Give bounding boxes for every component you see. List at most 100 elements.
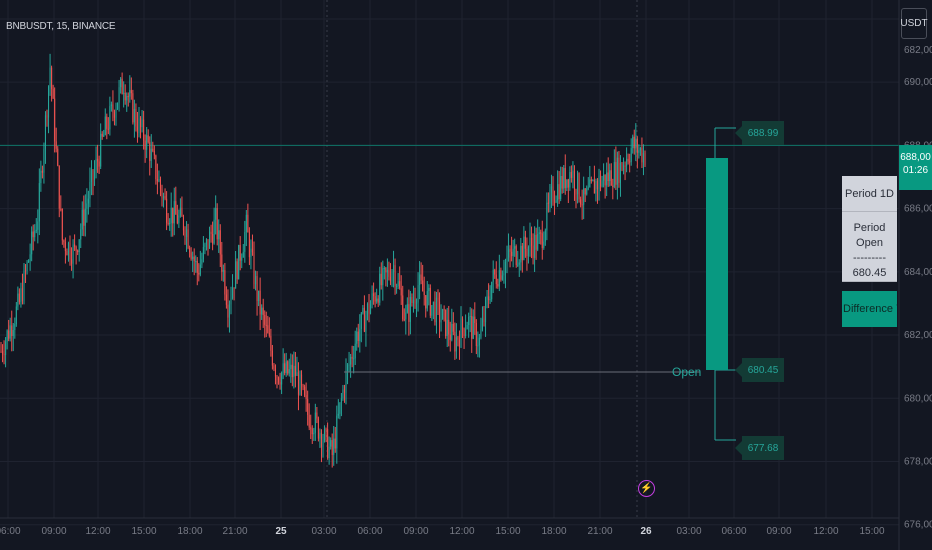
candle-body	[20, 288, 22, 303]
candle-body	[273, 365, 275, 369]
candle-body	[644, 153, 646, 166]
candle-body	[480, 329, 482, 338]
candle-body	[350, 356, 352, 365]
time-axis-label: 06:00	[0, 526, 21, 537]
candle-body	[146, 135, 148, 150]
candle-body	[463, 328, 465, 337]
candle-body	[233, 287, 235, 289]
candle-body	[509, 248, 511, 252]
candle-body	[17, 293, 19, 307]
candle-body	[360, 312, 362, 330]
candle-body	[161, 188, 163, 199]
candle-body	[198, 272, 200, 275]
currency-button[interactable]: USDT	[900, 8, 928, 39]
candle-body	[192, 256, 194, 260]
candle-body	[595, 181, 597, 194]
time-axis-label: 12:00	[449, 526, 474, 537]
price-axis-label: 690,00	[904, 77, 932, 88]
candle-body	[75, 246, 77, 251]
candle-body	[635, 138, 637, 149]
candle-body	[173, 201, 175, 224]
candle-body	[638, 150, 640, 153]
candle-body	[265, 324, 267, 326]
candle-body	[271, 350, 273, 366]
price-axis-label: 684,00	[904, 267, 932, 278]
candle-body	[110, 104, 112, 107]
candle-body	[43, 148, 45, 173]
candle-body	[478, 337, 480, 346]
candle-body	[304, 386, 306, 396]
candle-body	[109, 106, 111, 130]
candle-body	[12, 330, 14, 337]
candle-body	[26, 262, 28, 272]
candle-body	[130, 90, 132, 94]
candle-body	[488, 296, 490, 301]
last-price-tag: 688,00 01:26	[899, 145, 932, 190]
candle-body	[81, 209, 83, 230]
candle-body	[593, 180, 595, 194]
lightning-icon[interactable]: ⚡	[638, 480, 655, 497]
candle-body	[184, 230, 186, 238]
candle-body	[440, 319, 442, 323]
candle-body	[606, 172, 608, 186]
candle-body	[147, 135, 149, 143]
candle-body	[190, 252, 192, 260]
candle-body	[86, 203, 88, 209]
candle-body	[573, 170, 576, 190]
candle-body	[63, 240, 65, 243]
symbol-title[interactable]: BNBUSDT, 15, BINANCE	[6, 21, 116, 32]
candle-body	[70, 259, 73, 264]
candle-body	[323, 428, 326, 441]
candle-body	[24, 270, 27, 272]
candle-body	[308, 414, 310, 428]
candle-body	[29, 254, 31, 261]
candle-body	[504, 261, 507, 274]
candle-body	[251, 248, 254, 253]
candle-body	[221, 254, 223, 272]
period-open-separator: ---------	[853, 252, 886, 264]
candle-body	[225, 294, 227, 305]
candle-body	[612, 185, 614, 187]
candle-body	[518, 262, 520, 265]
candle-body	[389, 276, 392, 282]
candle-body	[23, 270, 25, 301]
candle-body	[264, 315, 266, 325]
time-axis-label: 21:00	[587, 526, 612, 537]
candle-body	[64, 242, 66, 252]
candle-body	[601, 180, 603, 187]
candle-body	[382, 268, 384, 286]
candle-body	[428, 287, 430, 292]
candle-body	[417, 285, 419, 303]
candle-body	[555, 200, 557, 203]
candle-body	[532, 245, 534, 258]
price-axis-label: 682,00	[904, 330, 932, 341]
candle-body	[537, 233, 539, 250]
candle-body	[446, 319, 448, 337]
candle-body	[570, 172, 572, 178]
candle-body	[607, 172, 609, 182]
candle-body	[561, 175, 563, 189]
candle-body	[231, 287, 234, 299]
candle-body	[101, 133, 103, 137]
candle-body	[514, 246, 516, 249]
candle-body	[391, 272, 393, 282]
candle-body	[530, 237, 533, 246]
candle-body	[586, 188, 588, 195]
candle-body	[409, 297, 411, 322]
candle-body	[222, 270, 224, 272]
candle-body	[385, 267, 387, 273]
candle-body	[396, 286, 398, 288]
candle-body	[503, 273, 505, 276]
candle-body	[270, 335, 272, 351]
candle-body	[136, 126, 139, 133]
candle-body	[466, 325, 468, 330]
candle-body	[236, 261, 238, 280]
candle-body	[468, 316, 470, 326]
candle-body	[178, 215, 180, 224]
time-axis-label: 03:00	[311, 526, 336, 537]
candle-body	[274, 368, 277, 377]
candle-body	[330, 440, 332, 447]
candle-body	[557, 184, 559, 201]
